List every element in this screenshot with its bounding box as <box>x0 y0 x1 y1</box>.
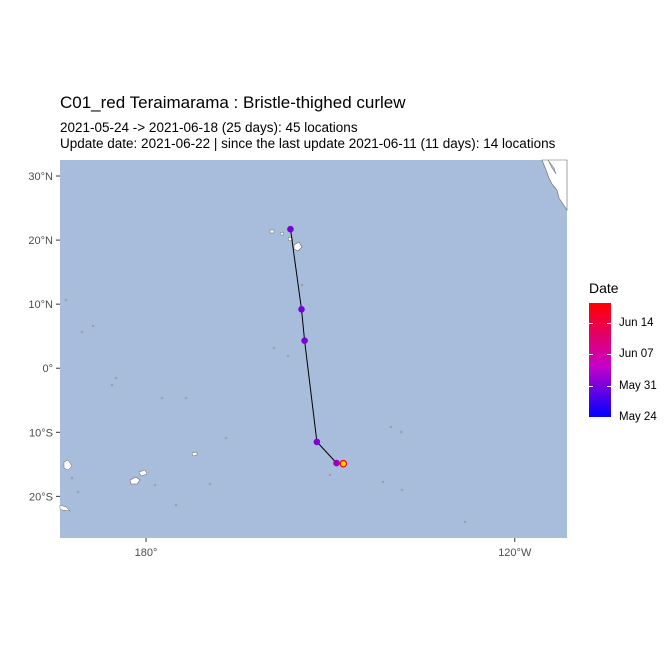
islet <box>286 354 290 358</box>
islet <box>300 283 304 287</box>
islet <box>153 483 157 487</box>
islet <box>389 425 393 429</box>
x-tick-label: 180° <box>135 547 158 559</box>
subtitle-date-range: 2021-05-24 -> 2021-06-18 (25 days): 45 l… <box>60 120 358 135</box>
samoa-island <box>191 451 198 457</box>
track-point <box>301 337 308 344</box>
x-axis: 180° 120°W <box>135 538 532 559</box>
legend-tick <box>589 354 593 355</box>
fiji-island <box>129 476 141 485</box>
subtitle-update-info: Update date: 2021-06-22 | since the last… <box>60 136 556 151</box>
y-tick-label: 20°N <box>28 235 53 247</box>
fiji-island-2 <box>138 469 148 477</box>
islet <box>80 330 84 334</box>
islet <box>463 520 467 524</box>
islet <box>399 430 403 434</box>
track-point <box>287 225 294 233</box>
track-point <box>313 438 321 446</box>
legend-tick <box>607 386 611 387</box>
legend-tick <box>607 417 611 418</box>
track-points <box>287 225 348 468</box>
islet <box>114 376 118 380</box>
legend-label-may24: May 24 <box>619 411 657 423</box>
legend-tick <box>589 323 593 324</box>
islet <box>184 396 188 400</box>
new-caledonia-island <box>59 504 71 512</box>
y-tick-label: 10°N <box>28 299 53 311</box>
legend-tick <box>589 386 593 387</box>
y-axis: 30°N 20°N 10°N 0° 10°S 20°S <box>28 171 60 503</box>
islet <box>64 298 68 302</box>
hawaii-big-island <box>293 241 303 252</box>
y-tick-label: 10°S <box>29 427 53 439</box>
legend-tick <box>589 417 593 418</box>
islet <box>70 476 74 480</box>
islet <box>76 490 80 494</box>
land-layer <box>59 159 568 512</box>
kauai-island <box>269 229 275 234</box>
y-tick-label: 0° <box>42 363 53 375</box>
small-islets <box>64 283 467 524</box>
islet <box>174 503 178 507</box>
y-tick-label: 20°S <box>29 491 53 503</box>
y-tick-label: 30°N <box>28 171 53 183</box>
islet <box>110 383 114 387</box>
islet <box>272 346 276 350</box>
x-tick-label: 120°W <box>498 547 532 559</box>
baja-california-coast <box>541 159 568 211</box>
legend-tick <box>607 354 611 355</box>
legend-title: Date <box>589 280 619 296</box>
legend-label-may31: May 31 <box>619 380 657 392</box>
legend-color-bar <box>589 303 611 417</box>
islet <box>91 324 95 328</box>
legend-label-jun14: Jun 14 <box>619 317 654 329</box>
track-point-latest <box>339 459 348 468</box>
islet <box>400 488 404 492</box>
track-point <box>333 459 340 467</box>
islet <box>381 480 385 484</box>
vanuatu-island <box>63 459 73 471</box>
track-point <box>298 305 305 313</box>
islet <box>224 436 228 440</box>
gulf-island <box>547 159 557 175</box>
islet <box>208 482 212 486</box>
legend-tick <box>607 323 611 324</box>
legend-label-jun07: Jun 07 <box>619 348 654 360</box>
islet <box>160 396 164 400</box>
oahu-island <box>279 231 285 236</box>
islet <box>328 473 332 477</box>
page-title: C01_red Teraimarama : Bristle-thighed cu… <box>60 93 406 112</box>
